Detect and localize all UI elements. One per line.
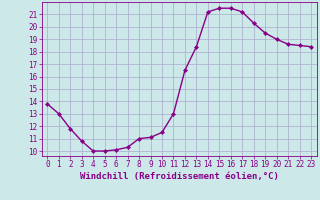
X-axis label: Windchill (Refroidissement éolien,°C): Windchill (Refroidissement éolien,°C) bbox=[80, 172, 279, 181]
